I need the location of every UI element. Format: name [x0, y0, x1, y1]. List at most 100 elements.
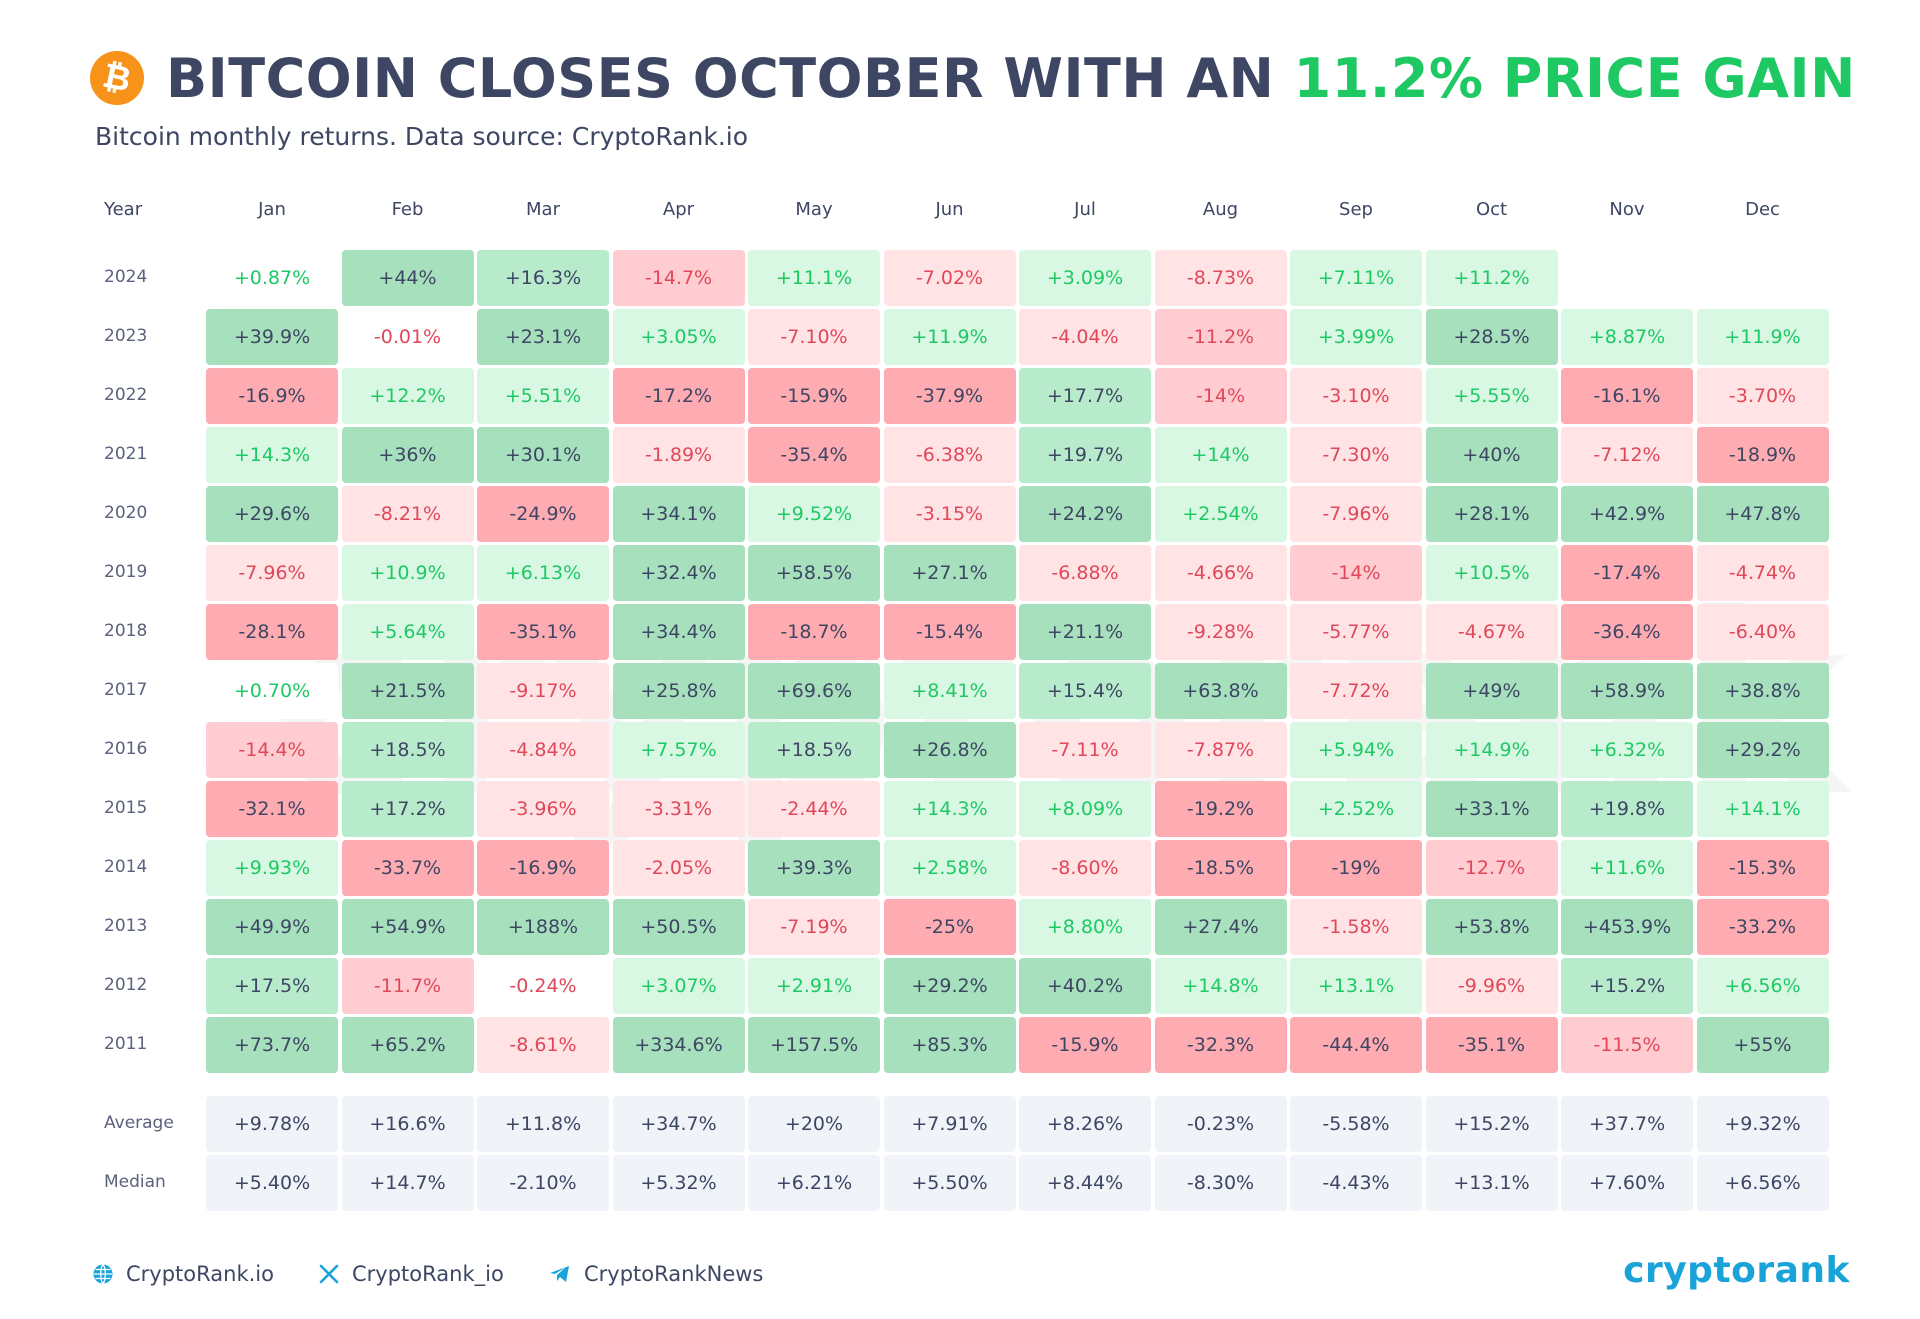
return-cell: +17.2%	[341, 781, 474, 837]
return-cell: -33.2%	[1696, 899, 1829, 955]
return-cell: -6.38%	[883, 427, 1016, 483]
footer-link-telegram[interactable]: CryptoRankNews	[548, 1262, 763, 1286]
return-cell: +39.9%	[206, 309, 338, 365]
return-cell: +19.7%	[1019, 427, 1151, 483]
return-cell: +157.5%	[748, 1017, 880, 1073]
return-cell: +8.80%	[1019, 899, 1151, 955]
return-cell: +58.5%	[748, 545, 880, 601]
return-cell: +19.8%	[1561, 781, 1693, 837]
return-cell: -8.61%	[477, 1017, 609, 1073]
return-cell: +49%	[1425, 663, 1558, 719]
return-cell: -6.40%	[1696, 604, 1829, 660]
return-cell: -0.01%	[341, 309, 474, 365]
return-cell: +58.9%	[1561, 663, 1693, 719]
return-cell: +9.52%	[748, 486, 880, 542]
return-cell: -11.5%	[1561, 1017, 1693, 1073]
header: ₿ BITCOIN CLOSES OCTOBER WITH AN 11.2% P…	[90, 47, 1856, 110]
return-cell: -3.70%	[1696, 368, 1829, 424]
return-cell: -7.10%	[748, 309, 880, 365]
return-cell: -18.9%	[1696, 427, 1829, 483]
return-cell: +14.1%	[1696, 781, 1829, 837]
return-cell: +2.54%	[1154, 486, 1287, 542]
year-row-label: 2011	[104, 1034, 148, 1054]
return-cell: -17.4%	[1561, 545, 1693, 601]
stat-cell: +11.8%	[477, 1096, 609, 1152]
return-cell: +40%	[1425, 427, 1558, 483]
return-cell: -8.21%	[341, 486, 474, 542]
return-cell: +24.2%	[1019, 486, 1151, 542]
return-cell: +29.2%	[1696, 722, 1829, 778]
return-cell: +6.56%	[1696, 958, 1829, 1014]
return-cell: +36%	[341, 427, 474, 483]
return-cell: -9.96%	[1425, 958, 1558, 1014]
return-cell: -24.9%	[477, 486, 609, 542]
stat-cell: +34.7%	[612, 1096, 745, 1152]
month-column-header: May	[795, 199, 833, 220]
return-cell: -5.77%	[1290, 604, 1422, 660]
stat-cell: -2.10%	[477, 1155, 609, 1211]
return-cell: -36.4%	[1561, 604, 1693, 660]
return-cell: +29.6%	[206, 486, 338, 542]
year-row-label: 2021	[104, 444, 148, 464]
return-cell: -7.19%	[748, 899, 880, 955]
return-cell: +14.9%	[1425, 722, 1558, 778]
return-cell: -18.7%	[748, 604, 880, 660]
return-cell: +32.4%	[612, 545, 745, 601]
footer-link-x[interactable]: CryptoRank_io	[318, 1262, 504, 1286]
year-row-label: 2023	[104, 326, 148, 346]
return-cell: -25%	[883, 899, 1016, 955]
return-cell: -2.05%	[612, 840, 745, 896]
return-cell: +63.8%	[1154, 663, 1287, 719]
return-cell: -19%	[1290, 840, 1422, 896]
return-cell: -4.84%	[477, 722, 609, 778]
footer-link-website[interactable]: CryptoRank.io	[92, 1262, 274, 1286]
year-row-label: 2024	[104, 267, 148, 287]
return-cell: -12.7%	[1425, 840, 1558, 896]
month-column-header: Oct	[1475, 199, 1508, 220]
return-cell: -35.4%	[748, 427, 880, 483]
cryptorank-logo: cryptorank	[1623, 1250, 1850, 1291]
return-cell: +14.8%	[1154, 958, 1287, 1014]
return-cell: -35.1%	[477, 604, 609, 660]
return-cell: +0.70%	[206, 663, 338, 719]
return-cell: +14.3%	[883, 781, 1016, 837]
return-cell: -14%	[1154, 368, 1287, 424]
return-cell: -17.2%	[612, 368, 745, 424]
return-cell: +12.2%	[341, 368, 474, 424]
return-cell: +10.5%	[1425, 545, 1558, 601]
return-cell: -9.17%	[477, 663, 609, 719]
return-cell: -11.2%	[1154, 309, 1287, 365]
return-cell: +21.5%	[341, 663, 474, 719]
stat-cell: +5.32%	[612, 1155, 745, 1211]
return-cell: +50.5%	[612, 899, 745, 955]
return-cell: +11.9%	[883, 309, 1016, 365]
return-cell: +54.9%	[341, 899, 474, 955]
return-cell: +5.64%	[341, 604, 474, 660]
return-cell: +17.5%	[206, 958, 338, 1014]
year-row-label: 2017	[104, 680, 148, 700]
return-cell: +11.9%	[1696, 309, 1829, 365]
return-cell: +13.1%	[1290, 958, 1422, 1014]
return-cell: +2.52%	[1290, 781, 1422, 837]
return-cell: +28.5%	[1425, 309, 1558, 365]
month-column-header: Jan	[258, 199, 286, 220]
return-cell: -15.9%	[748, 368, 880, 424]
return-cell: -35.1%	[1425, 1017, 1558, 1073]
return-cell: +34.1%	[612, 486, 745, 542]
return-cell: +10.9%	[341, 545, 474, 601]
return-cell: -7.72%	[1290, 663, 1422, 719]
return-cell: +15.4%	[1019, 663, 1151, 719]
return-cell: +27.4%	[1154, 899, 1287, 955]
stat-cell: +6.21%	[748, 1155, 880, 1211]
return-cell: -15.9%	[1019, 1017, 1151, 1073]
return-cell: -7.96%	[206, 545, 338, 601]
return-cell: -14%	[1290, 545, 1422, 601]
stat-cell: +7.60%	[1561, 1155, 1693, 1211]
return-cell: +9.93%	[206, 840, 338, 896]
return-cell: +8.87%	[1561, 309, 1693, 365]
return-cell: +17.7%	[1019, 368, 1151, 424]
return-cell: +53.8%	[1425, 899, 1558, 955]
year-row-label: 2013	[104, 916, 148, 936]
stat-cell: +20%	[748, 1096, 880, 1152]
return-cell: +3.09%	[1019, 250, 1151, 306]
